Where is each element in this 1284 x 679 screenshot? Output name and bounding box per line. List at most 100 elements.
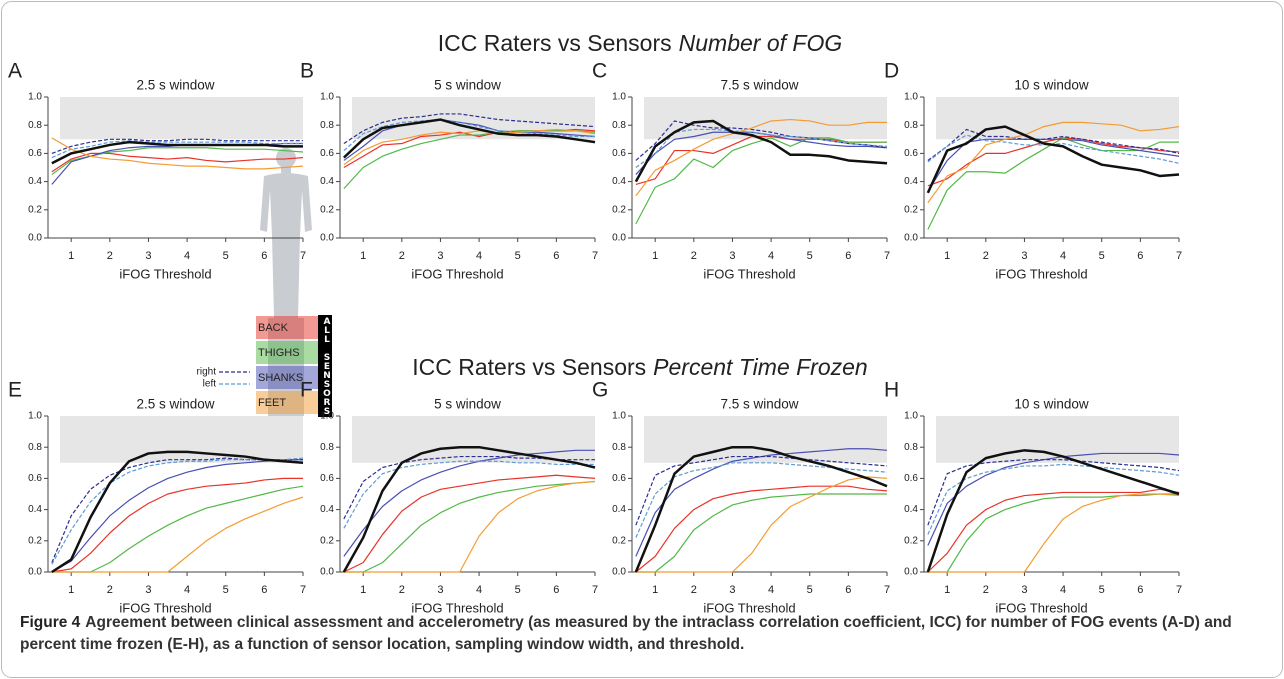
y-tick-label: 1.0 — [904, 92, 918, 103]
series-line — [927, 463, 1180, 535]
x-tick-label: 3 — [145, 584, 151, 596]
x-axis-label: iFOG Threshold — [703, 600, 795, 615]
panel-title: 10 s window — [1014, 78, 1089, 93]
y-tick-label: 0.6 — [28, 148, 42, 159]
legend-label: ALL SENSORS — [318, 315, 332, 417]
x-tick-label: 4 — [476, 584, 482, 596]
series-line — [51, 496, 304, 573]
series-line — [343, 474, 596, 573]
x-tick-label: 4 — [184, 584, 190, 596]
y-tick-label: 1.0 — [612, 411, 626, 422]
series-line — [635, 485, 888, 573]
series-line — [927, 459, 1180, 526]
row-title: ICC Raters vs Sensors Number of FOG — [438, 30, 843, 56]
panel-title: 5 s window — [434, 397, 501, 412]
x-tick-label: 6 — [1137, 584, 1143, 596]
y-tick-label: 0.6 — [320, 148, 334, 159]
x-axis-label: iFOG Threshold — [411, 266, 503, 281]
x-tick-label: 7 — [1176, 584, 1182, 596]
series-line — [634, 445, 888, 573]
y-tick-label: 0.6 — [320, 473, 334, 484]
x-tick-label: 2 — [399, 250, 405, 262]
row-title-emphasis: Number of FOG — [679, 30, 843, 56]
caption: Figure 4 Agreement between clinical asses… — [20, 612, 1270, 656]
x-tick-label: 7 — [592, 250, 598, 262]
x-tick-label: 1 — [652, 250, 658, 262]
x-tick-label: 6 — [553, 250, 559, 262]
series-line — [343, 449, 595, 557]
x-tick-label: 5 — [223, 250, 229, 262]
y-tick-label: 0.4 — [612, 504, 626, 515]
x-tick-label: 6 — [1137, 250, 1143, 262]
panel-title: 7.5 s window — [720, 397, 798, 412]
legend-swatch — [256, 366, 318, 389]
legend-label: BACK — [258, 322, 289, 334]
y-tick-label: 0.4 — [904, 504, 918, 515]
series-line — [51, 477, 303, 573]
x-tick-label: 1 — [360, 584, 366, 596]
x-tick-label: 5 — [515, 250, 521, 262]
y-tick-label: 0.0 — [28, 567, 42, 578]
y-tick-label: 0.2 — [612, 535, 626, 546]
y-tick-label: 0.8 — [612, 442, 626, 453]
x-tick-label: 2 — [691, 584, 697, 596]
x-tick-label: 7 — [884, 584, 890, 596]
y-tick-label: 0.2 — [904, 535, 918, 546]
x-tick-label: 6 — [261, 250, 267, 262]
x-tick-label: 1 — [360, 250, 366, 262]
x-tick-label: 4 — [1060, 584, 1066, 596]
panel-label: F — [300, 379, 313, 402]
x-tick-label: 6 — [845, 250, 851, 262]
y-tick-label: 0.8 — [612, 120, 626, 131]
series-line — [51, 138, 303, 154]
legend-all: ALL SENSORS — [318, 315, 332, 417]
legend-label: right — [197, 367, 217, 378]
panel-label: G — [592, 379, 608, 402]
y-tick-label: 0.0 — [28, 233, 42, 244]
y-tick-label: 0.8 — [904, 120, 918, 131]
x-tick-label: 3 — [1021, 250, 1027, 262]
x-tick-label: 5 — [1099, 584, 1105, 596]
panel-label: D — [884, 60, 899, 83]
row-title-text: ICC Raters vs Sensors — [412, 354, 646, 380]
x-tick-label: 6 — [553, 584, 559, 596]
series-line — [343, 480, 596, 573]
y-tick-label: 0.8 — [904, 442, 918, 453]
series-line — [51, 152, 304, 173]
reference-band — [644, 416, 887, 463]
x-tick-label: 1 — [944, 250, 950, 262]
series-line — [343, 118, 595, 152]
panel-label: C — [592, 60, 607, 83]
y-tick-label: 0.6 — [28, 473, 42, 484]
series-line — [926, 125, 1180, 194]
row-title-text: ICC Raters vs Sensors — [438, 30, 672, 56]
series-line — [927, 493, 1180, 573]
series-line — [51, 140, 303, 159]
x-tick-label: 4 — [184, 250, 190, 262]
y-tick-label: 1.0 — [320, 411, 334, 422]
legend-label: FEET — [258, 397, 286, 409]
x-tick-label: 2 — [691, 250, 697, 262]
reference-band — [60, 416, 303, 463]
x-tick-label: 4 — [768, 250, 774, 262]
legend-label: SHANKS — [258, 372, 303, 384]
row-title: ICC Raters vs Sensors Percent Time Frozen — [412, 354, 867, 380]
x-tick-label: 7 — [1176, 250, 1182, 262]
caption-label: Figure 4 — [20, 614, 81, 631]
panel-title: 2.5 s window — [136, 397, 214, 412]
x-tick-label: 3 — [729, 584, 735, 596]
x-tick-label: 7 — [300, 250, 306, 262]
reference-band — [60, 97, 303, 140]
series-line — [634, 119, 888, 183]
series-line — [635, 118, 887, 197]
x-tick-label: 2 — [983, 584, 989, 596]
y-tick-label: 0.2 — [612, 204, 626, 215]
x-tick-label: 3 — [437, 584, 443, 596]
panel-label: H — [884, 379, 899, 402]
series-line — [927, 121, 1180, 204]
series-line — [635, 455, 888, 526]
legend-swatch — [256, 316, 318, 339]
y-tick-label: 0.4 — [612, 176, 626, 187]
y-tick-label: 0.6 — [612, 473, 626, 484]
